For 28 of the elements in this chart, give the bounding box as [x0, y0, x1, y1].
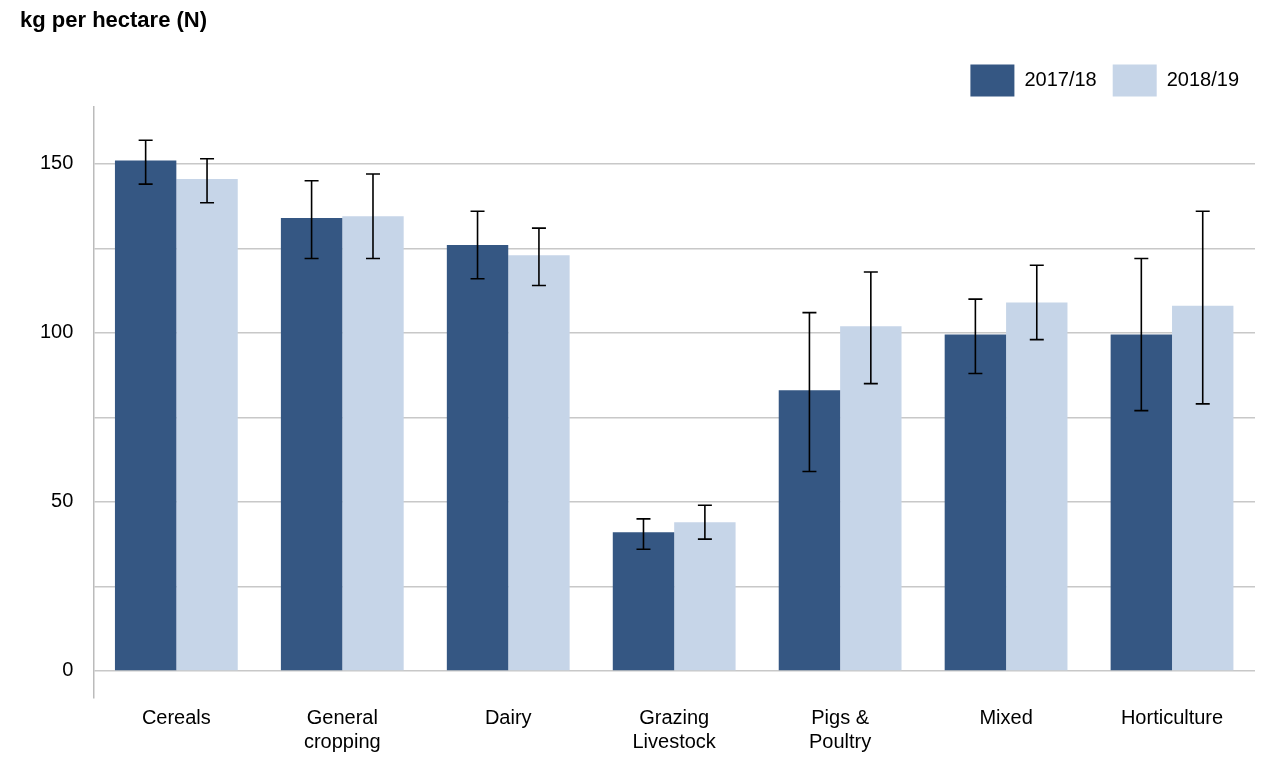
y-tick-label: 100: [39, 320, 74, 343]
x-tick-label: Mixed: [979, 705, 1033, 728]
y-tick-label: 150: [39, 151, 74, 174]
bar: [674, 522, 736, 671]
y-tick-label: 50: [51, 489, 74, 512]
legend-label: 2018/19: [1166, 67, 1239, 90]
bar: [176, 179, 238, 671]
bar: [840, 326, 902, 671]
x-tick-label: General cropping: [303, 705, 381, 752]
x-tick-label: Pigs & Poultry: [809, 705, 872, 752]
x-tick-label: Grazing Livestock: [632, 705, 717, 752]
bar: [342, 216, 404, 671]
bar: [1110, 334, 1173, 671]
x-tick-label: Horticulture: [1120, 705, 1224, 728]
legend-label: 2017/18: [1024, 67, 1097, 90]
x-tick-label: Dairy: [484, 705, 532, 728]
x-tick-label: Cereals: [141, 705, 211, 728]
bar: [1172, 305, 1234, 671]
bar: [944, 334, 1007, 671]
bar: [280, 217, 343, 671]
y-tick-label: 0: [62, 658, 74, 681]
bar: [114, 160, 177, 671]
y-axis-title: kg per hectare (N): [20, 7, 208, 33]
bar: [1006, 302, 1068, 671]
bar: [446, 245, 509, 671]
bar: [508, 255, 570, 671]
bar: [778, 390, 841, 671]
bar: [612, 532, 675, 671]
